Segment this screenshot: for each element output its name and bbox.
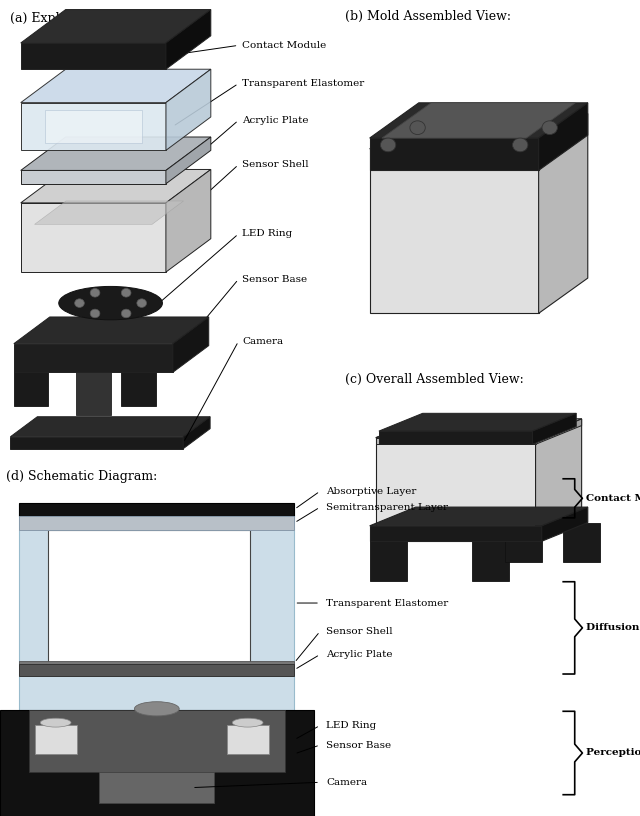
- Ellipse shape: [59, 286, 163, 320]
- Text: Absorptive Layer: Absorptive Layer: [326, 486, 417, 495]
- FancyBboxPatch shape: [0, 710, 314, 816]
- Polygon shape: [536, 419, 582, 526]
- Polygon shape: [10, 437, 183, 449]
- Text: Semitransparent Layer: Semitransparent Layer: [326, 503, 449, 512]
- Polygon shape: [20, 103, 166, 150]
- Text: Perception Module: Perception Module: [586, 748, 640, 757]
- Ellipse shape: [90, 309, 100, 317]
- FancyBboxPatch shape: [19, 503, 294, 516]
- Polygon shape: [370, 526, 541, 541]
- Ellipse shape: [410, 121, 425, 135]
- Polygon shape: [370, 541, 406, 581]
- Ellipse shape: [90, 289, 100, 297]
- Polygon shape: [166, 10, 211, 69]
- Polygon shape: [379, 413, 576, 431]
- Polygon shape: [20, 69, 211, 103]
- Polygon shape: [370, 507, 588, 526]
- Ellipse shape: [542, 121, 557, 135]
- FancyBboxPatch shape: [48, 530, 250, 662]
- Polygon shape: [532, 413, 576, 444]
- Text: Transparent Elastomer: Transparent Elastomer: [326, 598, 449, 608]
- Ellipse shape: [40, 718, 71, 727]
- Polygon shape: [382, 103, 575, 138]
- FancyBboxPatch shape: [35, 725, 77, 754]
- Polygon shape: [376, 437, 536, 444]
- Polygon shape: [166, 69, 211, 150]
- Polygon shape: [539, 113, 588, 313]
- Polygon shape: [541, 507, 588, 541]
- Ellipse shape: [134, 702, 179, 716]
- Text: Sensor Base: Sensor Base: [326, 740, 392, 750]
- Polygon shape: [45, 110, 141, 144]
- Polygon shape: [20, 10, 211, 43]
- Polygon shape: [183, 417, 210, 449]
- FancyBboxPatch shape: [19, 661, 294, 663]
- Polygon shape: [370, 103, 588, 138]
- Polygon shape: [379, 431, 532, 444]
- Text: (d) Schematic Diagram:: (d) Schematic Diagram:: [6, 470, 157, 483]
- Polygon shape: [370, 138, 539, 171]
- Polygon shape: [376, 419, 582, 437]
- Ellipse shape: [122, 289, 131, 297]
- Polygon shape: [563, 522, 600, 562]
- Ellipse shape: [137, 299, 147, 308]
- Text: (a) Exploded View:: (a) Exploded View:: [10, 12, 130, 25]
- Text: Contact Module: Contact Module: [586, 494, 640, 503]
- FancyBboxPatch shape: [19, 663, 294, 676]
- Polygon shape: [20, 170, 211, 203]
- Polygon shape: [370, 149, 539, 313]
- Text: Acrylic Plate: Acrylic Plate: [326, 650, 393, 659]
- Text: Acrylic Plate: Acrylic Plate: [242, 116, 308, 125]
- Polygon shape: [376, 419, 582, 437]
- Polygon shape: [166, 137, 211, 184]
- FancyBboxPatch shape: [19, 503, 294, 710]
- Polygon shape: [173, 317, 209, 372]
- Text: (b) Mold Assembled View:: (b) Mold Assembled View:: [345, 10, 511, 23]
- Text: Camera: Camera: [326, 778, 367, 787]
- Text: Diffusion Module: Diffusion Module: [586, 623, 640, 632]
- Polygon shape: [14, 317, 209, 344]
- Text: Sensor Base: Sensor Base: [242, 275, 307, 284]
- FancyBboxPatch shape: [227, 725, 269, 754]
- Polygon shape: [20, 203, 166, 272]
- Polygon shape: [472, 541, 509, 581]
- Text: Sensor Shell: Sensor Shell: [326, 627, 393, 636]
- Ellipse shape: [122, 309, 131, 317]
- Polygon shape: [14, 344, 173, 372]
- Polygon shape: [505, 522, 541, 562]
- Ellipse shape: [75, 299, 84, 308]
- FancyBboxPatch shape: [99, 772, 214, 802]
- Text: LED Ring: LED Ring: [242, 229, 292, 238]
- FancyBboxPatch shape: [19, 516, 294, 530]
- Ellipse shape: [380, 138, 396, 152]
- Polygon shape: [20, 137, 211, 171]
- Text: Camera: Camera: [242, 337, 283, 346]
- Polygon shape: [370, 113, 588, 149]
- Text: Sensor Shell: Sensor Shell: [242, 160, 308, 169]
- Ellipse shape: [513, 138, 528, 152]
- Polygon shape: [121, 372, 156, 406]
- Text: Transparent Elastomer: Transparent Elastomer: [242, 79, 364, 88]
- Text: LED Ring: LED Ring: [326, 721, 377, 730]
- Polygon shape: [76, 372, 111, 415]
- FancyBboxPatch shape: [29, 710, 285, 772]
- Text: Contact Module: Contact Module: [242, 41, 326, 50]
- Polygon shape: [376, 437, 536, 526]
- Polygon shape: [35, 201, 184, 224]
- Polygon shape: [14, 372, 49, 406]
- Text: (c) Overall Assembled View:: (c) Overall Assembled View:: [345, 373, 524, 386]
- Polygon shape: [20, 171, 166, 184]
- Polygon shape: [10, 417, 210, 437]
- Ellipse shape: [232, 718, 263, 727]
- Polygon shape: [536, 419, 582, 444]
- Polygon shape: [166, 170, 211, 272]
- Polygon shape: [20, 43, 166, 69]
- Polygon shape: [539, 103, 588, 171]
